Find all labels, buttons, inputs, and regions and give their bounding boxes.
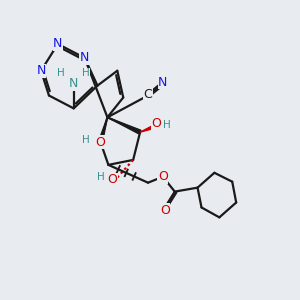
Text: N: N [53,38,62,50]
Text: N: N [36,64,46,77]
Text: N: N [80,51,89,64]
Text: H: H [57,68,65,78]
Text: O: O [152,117,161,130]
Text: H: H [163,120,171,130]
Polygon shape [107,117,141,134]
Text: N: N [158,76,168,88]
Text: O: O [95,136,105,148]
Text: H: H [82,135,90,145]
Polygon shape [140,123,159,132]
Polygon shape [98,117,107,142]
Text: H: H [82,68,89,78]
Text: O: O [158,170,168,183]
Text: N: N [69,77,78,90]
Text: O: O [160,204,170,217]
Text: C: C [144,88,152,100]
Text: O: O [107,173,117,186]
Text: H: H [97,172,104,182]
